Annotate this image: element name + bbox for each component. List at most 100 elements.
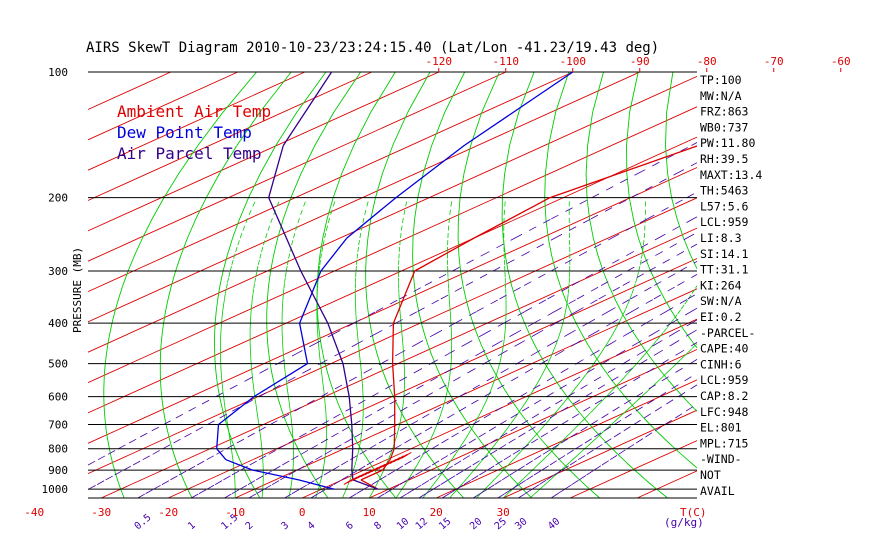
mixing-ratio-tick-label: 3 xyxy=(279,520,291,532)
pressure-tick-label: 200 xyxy=(48,192,68,205)
isotherm-line xyxy=(87,71,439,232)
bottom-temp-tick-label: 0 xyxy=(299,506,306,519)
index-entry: PW:11.80 xyxy=(700,136,755,150)
dry-adiabat-line xyxy=(626,71,698,348)
mixing-ratio-line xyxy=(248,243,698,499)
mixing-ratio-line xyxy=(284,261,698,499)
dry-adiabat-line xyxy=(585,71,698,412)
mixing-ratio-tick-label: 30 xyxy=(513,516,529,532)
mixing-ratio-line xyxy=(550,403,698,499)
index-entry: TH:5463 xyxy=(700,184,749,198)
isotherm-line xyxy=(87,106,698,384)
wind-hatch-mark xyxy=(343,477,355,485)
dry-adiabat-line xyxy=(501,71,668,499)
index-entry: -WIND- xyxy=(700,452,742,466)
isotherm-line xyxy=(87,71,573,293)
pressure-tick-label: 900 xyxy=(48,464,68,477)
pressure-tick-label: 400 xyxy=(48,317,68,330)
mixing-ratio-line xyxy=(518,384,698,499)
wind-hatch xyxy=(343,451,412,485)
moist-adiabat-line xyxy=(422,197,507,499)
moist-adiabat-line xyxy=(502,285,698,499)
mixing-ratio-tick-label: 20 xyxy=(468,516,484,532)
series-line xyxy=(216,71,574,490)
bottom-temp-tick-label: 10 xyxy=(363,506,376,519)
mixing-ratio-tick-label: 0.5 xyxy=(133,512,154,532)
index-entry: FRZ:863 xyxy=(700,105,749,119)
bottom-temp-tick-label: 30 xyxy=(497,506,510,519)
index-entry: LFC:948 xyxy=(700,405,749,419)
top-temp-tick-label: -70 xyxy=(764,55,784,68)
top-temp-tick-label: -100 xyxy=(560,55,587,68)
mixing-ratio-line xyxy=(377,307,698,499)
dry-adiabat-line xyxy=(214,71,327,499)
index-entry: TP:100 xyxy=(700,73,742,87)
bottom-temp-tick-label: -40 xyxy=(24,506,44,519)
dry-adiabat-line xyxy=(365,71,465,499)
mixing-ratio-line xyxy=(137,191,698,499)
isobar-lines xyxy=(88,71,697,499)
bottom-temp-tick-label: -30 xyxy=(91,506,111,519)
top-temp-tick-label: -120 xyxy=(426,55,453,68)
index-entry: RH:39.5 xyxy=(700,152,748,166)
index-entry: -PARCEL- xyxy=(700,326,755,340)
top-temp-tick-label: -110 xyxy=(493,55,520,68)
mixing-ratio-line xyxy=(224,232,698,499)
dry-adiabat-line xyxy=(159,71,292,499)
isotherm-line xyxy=(369,349,698,499)
chart-title: AIRS SkewT Diagram 2010-10-23/23:24:15.4… xyxy=(86,40,659,56)
bottom-temp-tick-label: -20 xyxy=(158,506,178,519)
pressure-tick-label: 300 xyxy=(48,265,68,278)
index-entry: TT:31.1 xyxy=(700,263,749,277)
isotherm-line xyxy=(436,379,698,499)
pressure-tick-label: 800 xyxy=(48,443,68,456)
mixing-ratio-line xyxy=(87,142,698,466)
bottom-temp-tick-label: -10 xyxy=(225,506,245,519)
dry-adiabat-line xyxy=(412,71,533,499)
moist-adiabat-line xyxy=(220,197,258,498)
mixing-ratio-line xyxy=(87,162,698,490)
moist-adiabat-line xyxy=(395,197,453,499)
pressure-tick-label: 700 xyxy=(48,419,68,432)
legend: Ambient Air Temp Dew Point Temp Air Parcel… xyxy=(117,102,271,163)
isotherm-line xyxy=(87,136,698,414)
series-line xyxy=(268,71,379,490)
top-temp-tick-label: -90 xyxy=(630,55,650,68)
moist-adiabat-lines xyxy=(220,197,698,499)
dry-adiabat-line xyxy=(316,71,397,499)
mixing-ratio-line xyxy=(349,293,698,499)
index-entry: KI:264 xyxy=(700,278,742,292)
bottom-temp-tick-label: 20 xyxy=(430,506,443,519)
index-entry: CAP:8.2 xyxy=(700,389,748,403)
isotherm-line xyxy=(87,197,698,475)
isotherm-line xyxy=(87,71,171,110)
mixing-ratio-tick-label: 8 xyxy=(372,520,384,532)
mixing-ratio-line xyxy=(442,342,698,499)
mixing-ratio-line xyxy=(399,319,698,499)
dry-adiabat-line xyxy=(665,71,698,269)
index-entry: LCL:959 xyxy=(700,373,749,387)
mixing-ratio-line xyxy=(191,216,698,499)
index-entry: EI:0.2 xyxy=(700,310,742,324)
profile-series xyxy=(216,71,698,490)
dry-adiabat-line xyxy=(544,71,698,469)
pressure-tick-label: 100 xyxy=(48,66,68,79)
mixing-ratio-line xyxy=(418,329,698,499)
isotherm-line xyxy=(87,75,698,353)
index-entry: LI:8.3 xyxy=(700,231,742,245)
moist-adiabat-line xyxy=(315,197,337,499)
index-entry: CINH:6 xyxy=(700,357,742,371)
index-entry: MW:N/A xyxy=(700,89,742,103)
mixing-ratio-line xyxy=(473,359,698,499)
mixing-ratio-line xyxy=(310,274,698,499)
isotherm-line xyxy=(101,227,698,499)
isotherm-line xyxy=(87,71,238,141)
moist-adiabat-line xyxy=(476,197,647,499)
mixing-ratio-tick-label: 10 xyxy=(395,516,411,532)
mixing-ratio-line xyxy=(497,372,698,499)
mixing-ratio-lines xyxy=(87,142,698,499)
dry-adiabat-lines xyxy=(103,71,698,499)
isotherm-line xyxy=(87,71,305,171)
